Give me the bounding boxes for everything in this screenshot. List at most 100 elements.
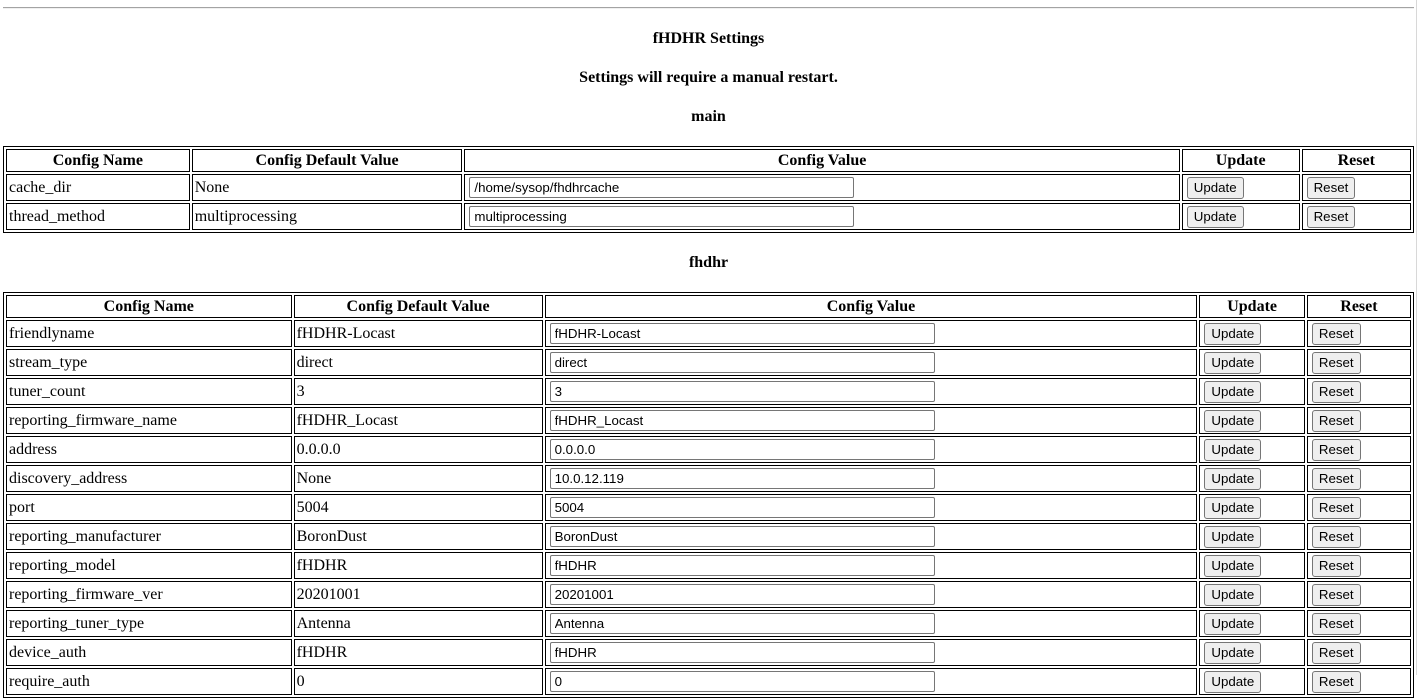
config-value-input[interactable]	[549, 323, 935, 344]
section-heading-main: main	[691, 108, 726, 125]
config-default-cell: fHDHR	[293, 639, 543, 666]
restart-notice: Settings will require a manual restart.	[579, 69, 838, 86]
update-cell: Update	[1199, 668, 1305, 695]
reset-cell: Reset	[1306, 581, 1411, 608]
update-cell: Update	[1181, 174, 1300, 201]
config-table-main: Config Name Config Default Value Config Va…	[3, 146, 1414, 233]
update-cell: Update	[1181, 203, 1300, 230]
reset-cell: Reset	[1306, 407, 1411, 434]
reset-cell: Reset	[1306, 552, 1411, 579]
update-cell: Update	[1199, 378, 1305, 405]
config-default-cell: multiprocessing	[191, 203, 463, 230]
reset-button[interactable]: Reset	[1311, 612, 1361, 635]
reset-button[interactable]: Reset	[1311, 467, 1361, 490]
reset-button[interactable]: Reset	[1311, 641, 1361, 664]
reset-button[interactable]: Reset	[1311, 409, 1361, 432]
reset-button[interactable]: Reset	[1311, 554, 1361, 577]
config-default-cell: 0.0.0.0	[293, 436, 543, 463]
config-default-cell: fHDHR-Locast	[293, 320, 543, 347]
config-value-input[interactable]	[549, 613, 935, 634]
config-name-cell: stream_type	[6, 349, 292, 376]
update-cell: Update	[1199, 639, 1305, 666]
update-cell: Update	[1199, 552, 1305, 579]
config-value-input[interactable]	[549, 410, 935, 431]
reset-button[interactable]: Reset	[1311, 670, 1361, 693]
reset-button[interactable]: Reset	[1306, 176, 1356, 199]
update-cell: Update	[1199, 436, 1305, 463]
settings-section-main: main Config Name Config Default Value Conf…	[3, 107, 1414, 233]
config-value-input[interactable]	[549, 497, 935, 518]
page-title: fHDHR Settings	[652, 30, 765, 47]
update-button[interactable]: Update	[1204, 409, 1262, 432]
config-name-cell: device_auth	[6, 639, 292, 666]
config-value-input[interactable]	[549, 671, 935, 692]
update-cell: Update	[1199, 494, 1305, 521]
reset-cell: Reset	[1306, 610, 1411, 637]
config-value-cell	[544, 639, 1198, 666]
update-button[interactable]: Update	[1204, 641, 1262, 664]
header-row: Config Name Config Default Value Config Va…	[6, 149, 1411, 172]
config-name-cell: reporting_firmware_name	[6, 407, 292, 434]
reset-cell: Reset	[1306, 436, 1411, 463]
config-value-input[interactable]	[549, 352, 935, 373]
config-name-cell: address	[6, 436, 292, 463]
config-value-input[interactable]	[549, 439, 935, 460]
config-value-cell	[544, 494, 1198, 521]
config-value-cell	[544, 552, 1198, 579]
reset-button[interactable]: Reset	[1311, 525, 1361, 548]
config-name-cell: tuner_count	[6, 378, 292, 405]
reset-cell: Reset	[1306, 378, 1411, 405]
reset-button[interactable]: Reset	[1311, 496, 1361, 519]
reset-button[interactable]: Reset	[1311, 438, 1361, 461]
update-button[interactable]: Update	[1204, 351, 1262, 374]
column-header: Config Default Value	[293, 295, 543, 318]
config-value-input[interactable]	[469, 206, 855, 227]
reset-button[interactable]: Reset	[1311, 351, 1361, 374]
update-button[interactable]: Update	[1204, 612, 1262, 635]
reset-button[interactable]: Reset	[1306, 205, 1356, 228]
update-button[interactable]: Update	[1204, 322, 1262, 345]
config-value-input[interactable]	[549, 584, 935, 605]
config-value-input[interactable]	[549, 642, 935, 663]
update-button[interactable]: Update	[1186, 205, 1244, 228]
update-button[interactable]: Update	[1204, 380, 1262, 403]
config-table-fhdhr: Config Name Config Default Value Config Va…	[3, 292, 1414, 698]
config-value-cell	[544, 378, 1198, 405]
update-button[interactable]: Update	[1204, 467, 1262, 490]
config-default-cell: 3	[293, 378, 543, 405]
config-value-input[interactable]	[549, 468, 935, 489]
config-value-input[interactable]	[549, 381, 935, 402]
update-cell: Update	[1199, 349, 1305, 376]
config-default-cell: direct	[293, 349, 543, 376]
reset-cell: Reset	[1306, 465, 1411, 492]
header-row: Config Name Config Default Value Config Va…	[6, 295, 1411, 318]
update-button[interactable]: Update	[1204, 554, 1262, 577]
config-value-input[interactable]	[549, 526, 935, 547]
column-header: Config Value	[544, 295, 1198, 318]
reset-button[interactable]: Reset	[1311, 322, 1361, 345]
config-default-cell: 5004	[293, 494, 543, 521]
update-button[interactable]: Update	[1204, 583, 1262, 606]
reset-cell: Reset	[1306, 494, 1411, 521]
config-name-cell: cache_dir	[6, 174, 190, 201]
config-value-input[interactable]	[549, 555, 935, 576]
config-value-cell	[544, 320, 1198, 347]
update-button[interactable]: Update	[1204, 438, 1262, 461]
config-value-input[interactable]	[469, 177, 855, 198]
update-button[interactable]: Update	[1186, 176, 1244, 199]
config-value-cell	[544, 668, 1198, 695]
update-button[interactable]: Update	[1204, 670, 1262, 693]
config-name-cell: friendlyname	[6, 320, 292, 347]
update-button[interactable]: Update	[1204, 525, 1262, 548]
table-body: cache_dirNoneUpdateResetthread_methodmul…	[6, 174, 1411, 230]
update-button[interactable]: Update	[1204, 496, 1262, 519]
reset-button[interactable]: Reset	[1311, 380, 1361, 403]
column-header: Update	[1181, 149, 1300, 172]
reset-button[interactable]: Reset	[1311, 583, 1361, 606]
